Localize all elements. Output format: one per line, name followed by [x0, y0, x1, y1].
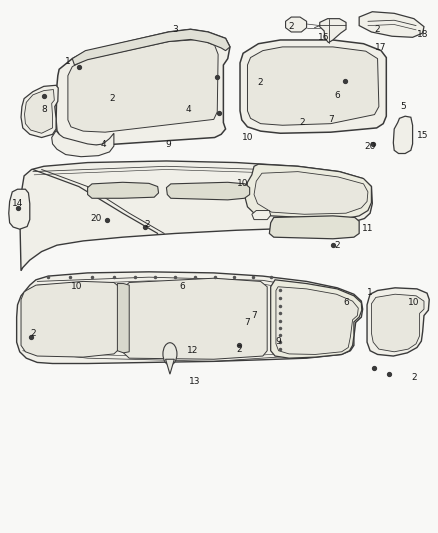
Text: 12: 12 — [187, 346, 198, 355]
Polygon shape — [72, 29, 230, 65]
Text: 2: 2 — [109, 94, 114, 103]
Polygon shape — [124, 278, 267, 359]
Text: 5: 5 — [400, 102, 406, 111]
Polygon shape — [21, 85, 58, 138]
Text: 1: 1 — [65, 57, 71, 66]
Polygon shape — [271, 280, 362, 358]
Text: 13: 13 — [189, 377, 201, 385]
Text: 9: 9 — [275, 337, 281, 345]
Polygon shape — [20, 161, 372, 271]
Polygon shape — [166, 182, 250, 200]
Text: 9: 9 — [166, 141, 172, 149]
Polygon shape — [247, 47, 379, 125]
Polygon shape — [117, 284, 129, 353]
Text: 2: 2 — [374, 25, 379, 34]
Polygon shape — [359, 12, 424, 37]
Text: 7: 7 — [328, 116, 334, 124]
Text: 4: 4 — [186, 105, 191, 114]
Text: 6: 6 — [343, 298, 349, 307]
Text: 11: 11 — [362, 224, 374, 232]
Text: 2: 2 — [411, 373, 417, 382]
Text: 3: 3 — [172, 25, 178, 34]
Polygon shape — [367, 288, 429, 356]
Text: 16: 16 — [318, 33, 330, 42]
Text: 2: 2 — [258, 78, 263, 87]
Polygon shape — [276, 287, 358, 354]
Text: 2: 2 — [236, 345, 241, 353]
Polygon shape — [371, 294, 424, 352]
Ellipse shape — [163, 343, 177, 365]
Text: 8: 8 — [41, 105, 47, 114]
Text: 17: 17 — [375, 44, 387, 52]
Polygon shape — [393, 116, 413, 154]
Polygon shape — [252, 211, 271, 220]
Polygon shape — [17, 272, 363, 364]
Text: 10: 10 — [242, 133, 253, 142]
Text: 15: 15 — [417, 132, 428, 140]
Polygon shape — [56, 29, 230, 146]
Text: 2: 2 — [300, 118, 305, 127]
Polygon shape — [88, 182, 159, 198]
Text: 20: 20 — [91, 214, 102, 223]
Polygon shape — [320, 19, 346, 43]
Text: 2: 2 — [30, 329, 35, 337]
Text: 18: 18 — [417, 30, 428, 39]
Polygon shape — [52, 131, 114, 157]
Text: 10: 10 — [71, 282, 82, 291]
Text: 14: 14 — [12, 199, 23, 208]
Polygon shape — [286, 17, 307, 32]
Text: 10: 10 — [237, 180, 249, 188]
Polygon shape — [254, 172, 368, 214]
Polygon shape — [166, 359, 174, 374]
Text: 4: 4 — [100, 141, 106, 149]
Polygon shape — [21, 281, 119, 357]
Polygon shape — [25, 90, 54, 133]
Text: 2: 2 — [144, 221, 149, 229]
Text: 1: 1 — [367, 288, 373, 296]
Polygon shape — [245, 164, 371, 219]
Text: 7: 7 — [244, 318, 251, 327]
Text: 2: 2 — [335, 241, 340, 249]
Text: 6: 6 — [334, 92, 340, 100]
Polygon shape — [240, 40, 386, 133]
Polygon shape — [68, 39, 218, 132]
Text: 7: 7 — [251, 311, 257, 320]
Polygon shape — [269, 216, 359, 239]
Text: 6: 6 — [179, 282, 185, 291]
Text: 20: 20 — [364, 142, 376, 151]
Text: 2: 2 — [289, 22, 294, 31]
Text: 10: 10 — [408, 298, 420, 307]
Polygon shape — [9, 189, 30, 229]
